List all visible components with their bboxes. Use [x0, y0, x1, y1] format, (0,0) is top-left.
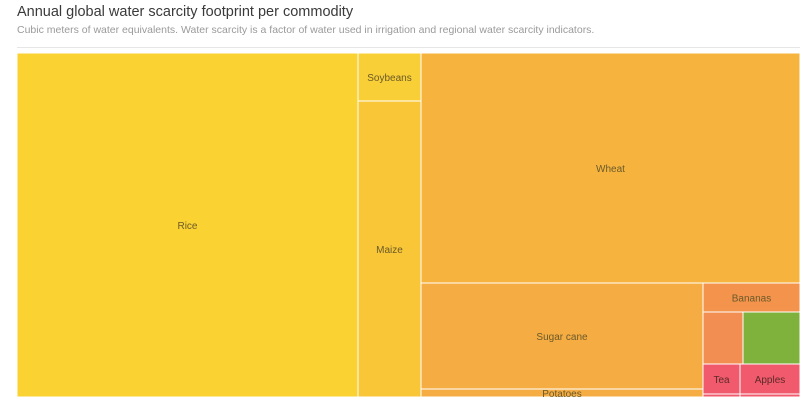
header-divider — [17, 47, 800, 48]
tile-label-rice: Rice — [177, 221, 197, 232]
tile-rect-unlabeled-12[interactable] — [739, 393, 800, 398]
tile-label-tea: Tea — [713, 375, 730, 386]
tile-unlabeled-8[interactable] — [742, 311, 800, 365]
tile-potatoes[interactable]: Potatoes — [420, 388, 704, 400]
tile-wheat[interactable]: Wheat — [420, 52, 800, 284]
tile-rect-maize[interactable] — [357, 100, 422, 398]
tile-sugar-cane[interactable]: Sugar cane — [420, 282, 704, 390]
tile-rice[interactable]: Rice — [16, 52, 359, 398]
tile-unlabeled-7[interactable] — [702, 311, 744, 365]
tile-label-sugar-cane: Sugar cane — [536, 332, 588, 343]
tile-unlabeled-11[interactable] — [702, 393, 741, 398]
tile-bananas[interactable]: Bananas — [702, 282, 800, 313]
tile-rect-sugar-cane[interactable] — [420, 282, 704, 390]
tile-unlabeled-12[interactable] — [739, 393, 800, 398]
tile-tea[interactable]: Tea — [702, 363, 741, 395]
chart-title: Annual global water scarcity footprint p… — [17, 4, 354, 20]
tile-label-apples: Apples — [755, 375, 786, 386]
tile-rect-unlabeled-8[interactable] — [742, 311, 800, 365]
tile-label-wheat: Wheat — [596, 164, 625, 175]
tile-label-soybeans: Soybeans — [367, 73, 411, 84]
tile-rect-unlabeled-11[interactable] — [702, 393, 741, 398]
tile-rect-rice[interactable] — [16, 52, 359, 398]
tile-rect-wheat[interactable] — [420, 52, 800, 284]
tile-rect-soybeans[interactable] — [357, 52, 422, 102]
tile-rect-unlabeled-7[interactable] — [702, 311, 744, 365]
tile-label-bananas: Bananas — [732, 294, 771, 305]
chart-subtitle: Cubic meters of water equivalents. Water… — [17, 24, 595, 36]
tile-soybeans[interactable]: Soybeans — [357, 52, 422, 102]
tile-label-potatoes: Potatoes — [542, 389, 581, 400]
tile-maize[interactable]: Maize — [357, 100, 422, 398]
tile-label-maize: Maize — [376, 245, 403, 256]
tile-apples[interactable]: Apples — [739, 363, 800, 395]
